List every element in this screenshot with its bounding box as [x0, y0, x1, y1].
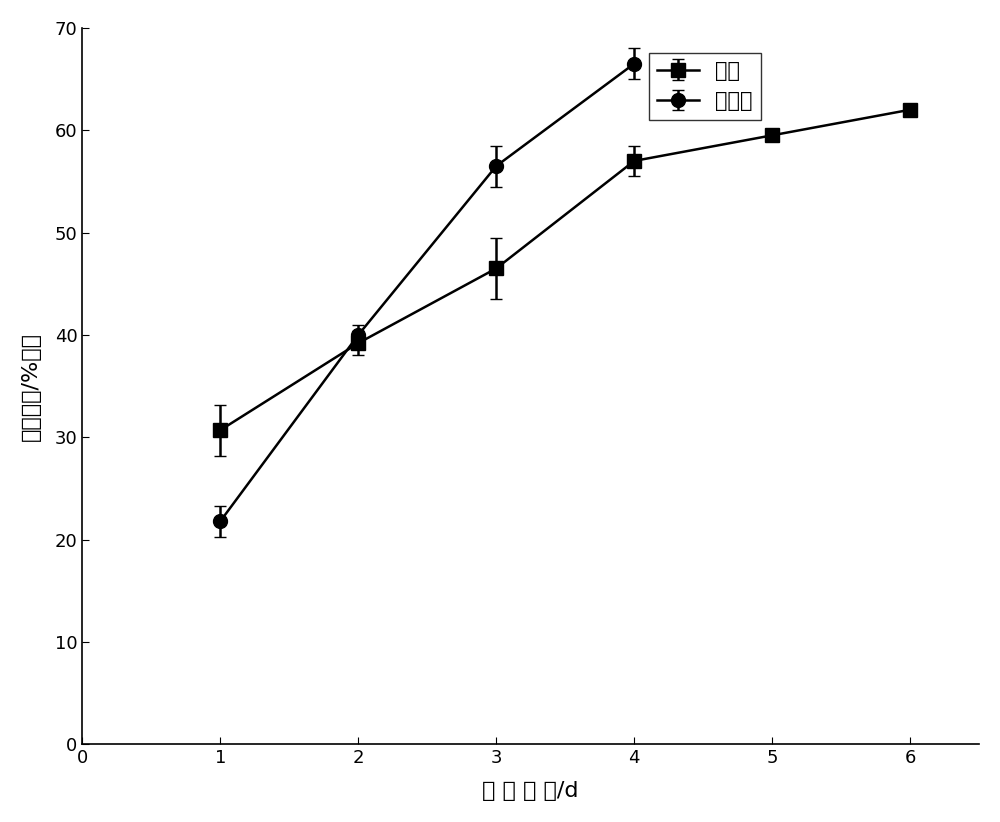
Y-axis label: 脂质含量/%干菌: 脂质含量/%干菌 [21, 331, 41, 441]
Legend: 甘油, 葡萄糖: 甘油, 葡萄糖 [649, 53, 761, 120]
X-axis label: 发 酵 时 间/d: 发 酵 时 间/d [482, 781, 579, 801]
